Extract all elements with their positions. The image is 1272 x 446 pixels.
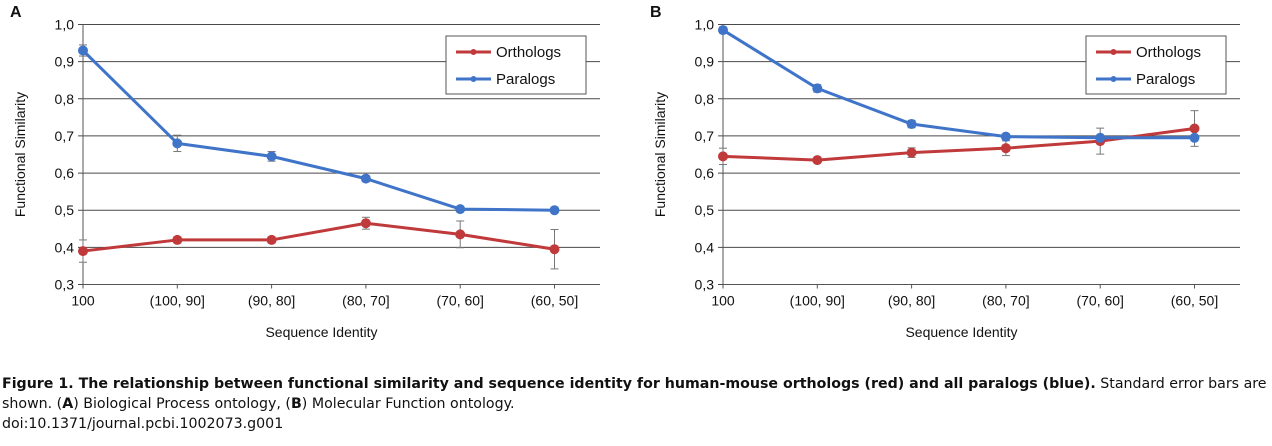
caption-letter-b: B: [290, 396, 302, 412]
y-tick-label: 0,3: [55, 277, 75, 293]
caption-text-3: ) Molecular Function ontology.: [301, 396, 515, 412]
orthologs-point: [172, 234, 183, 245]
legend-paralogs-label: Paralogs: [1136, 71, 1195, 88]
y-tick-label: 0,4: [55, 239, 75, 255]
orthologs-point: [549, 244, 560, 255]
x-tick-label: (80, 70]: [982, 293, 1029, 309]
x-tick-label: (70, 60]: [1076, 293, 1123, 309]
legend-box: [1085, 35, 1227, 95]
orthologs-point: [906, 147, 917, 158]
x-tick-label: (90, 80]: [888, 293, 935, 309]
orthologs-line: [722, 127, 1195, 162]
paralogs-point: [78, 45, 88, 56]
caption-letter-a: A: [62, 396, 74, 412]
paralogs-point: [172, 138, 183, 149]
paralogs-point: [1189, 132, 1200, 143]
paralogs-point: [266, 151, 277, 162]
y-axis-title: Functional Similarity: [652, 92, 668, 217]
y-tick-label: 0,6: [695, 165, 715, 181]
orthologs-point: [1189, 123, 1200, 134]
panel-label: B: [650, 4, 662, 21]
panel-label: A: [10, 4, 22, 21]
orthologs-point: [266, 234, 277, 245]
x-tick-label: 100: [711, 293, 735, 309]
y-tick-label: 0,8: [695, 91, 715, 107]
caption-text-1: Standard error bars are shown. (: [2, 376, 1267, 412]
x-tick-label: (80, 70]: [342, 293, 389, 309]
orthologs-point: [1000, 143, 1011, 154]
legend: Orthologs Paralogs: [445, 35, 587, 95]
y-axis-title: Functional Similarity: [12, 92, 28, 217]
x-tick-label: (100, 90]: [150, 293, 205, 309]
orthologs-point: [78, 246, 88, 257]
y-tick-label: 0,5: [695, 202, 715, 218]
paralogs-line: [722, 28, 1195, 140]
x-tick-label: (60, 50]: [1171, 293, 1218, 309]
orthologs-point: [718, 151, 728, 162]
paralogs-point: [718, 25, 728, 36]
y-tick-label: 0,5: [55, 202, 75, 218]
legend-orthologs-marker: [1110, 49, 1117, 55]
x-tick-label: (100, 90]: [790, 293, 845, 309]
paralogs-point: [1095, 132, 1106, 143]
y-tick-label: 0,9: [695, 54, 715, 70]
y-tick-label: 0,7: [55, 128, 75, 144]
legend-box: [445, 35, 587, 95]
caption-title: Figure 1. The relationship between funct…: [2, 376, 1096, 392]
caption-text-2: ) Biological Process ontology, (: [73, 396, 291, 412]
chart-panel-a: A 0,3 0,4 0,5 0,6 0,7 0,8 0,9 1,0 100 (100, 90] (90…: [10, 4, 600, 340]
paralogs-point: [549, 205, 560, 216]
x-axis-title: Sequence Identity: [905, 324, 1017, 340]
paralogs-point: [455, 204, 466, 215]
orthologs-point: [455, 229, 466, 240]
chart-panel-b: B 0,3 0,4 0,5 0,6 0,7 0,8 0,9 1,0 100 (100, 90] (90…: [650, 4, 1240, 340]
legend-paralogs-marker: [470, 76, 477, 82]
paralogs-point: [812, 83, 823, 94]
paralogs-point: [360, 173, 371, 184]
y-tick-label: 1,0: [55, 17, 75, 33]
x-tick-label: (70, 60]: [436, 293, 483, 309]
y-tick-label: 1,0: [695, 17, 715, 33]
legend-paralogs-marker: [1110, 76, 1117, 82]
legend: Orthologs Paralogs: [1085, 35, 1227, 95]
paralogs-line: [81, 49, 555, 212]
legend-orthologs-label: Orthologs: [496, 44, 561, 61]
legend-orthologs-marker: [470, 49, 477, 55]
x-tick-label: 100: [71, 293, 95, 309]
y-tick-label: 0,9: [55, 54, 75, 70]
orthologs-line: [82, 221, 555, 253]
paralogs-point: [1000, 131, 1011, 142]
x-tick-label: (90, 80]: [248, 293, 295, 309]
y-tick-label: 0,4: [695, 239, 715, 255]
y-tick-label: 0,6: [55, 165, 75, 181]
orthologs-point: [812, 155, 823, 166]
y-tick-label: 0,8: [55, 91, 75, 107]
caption-doi: doi:10.1371/journal.pcbi.1002073.g001: [2, 416, 284, 432]
orthologs-point: [360, 218, 371, 229]
y-tick-label: 0,3: [695, 277, 715, 293]
y-tick-label: 0,7: [695, 128, 715, 144]
legend-paralogs-label: Paralogs: [496, 71, 555, 88]
figure-caption: Figure 1. The relationship between funct…: [2, 374, 1270, 434]
legend-orthologs-label: Orthologs: [1136, 44, 1201, 61]
x-tick-label: (60, 50]: [531, 293, 578, 309]
x-axis-title: Sequence Identity: [265, 324, 377, 340]
paralogs-point: [906, 119, 917, 130]
